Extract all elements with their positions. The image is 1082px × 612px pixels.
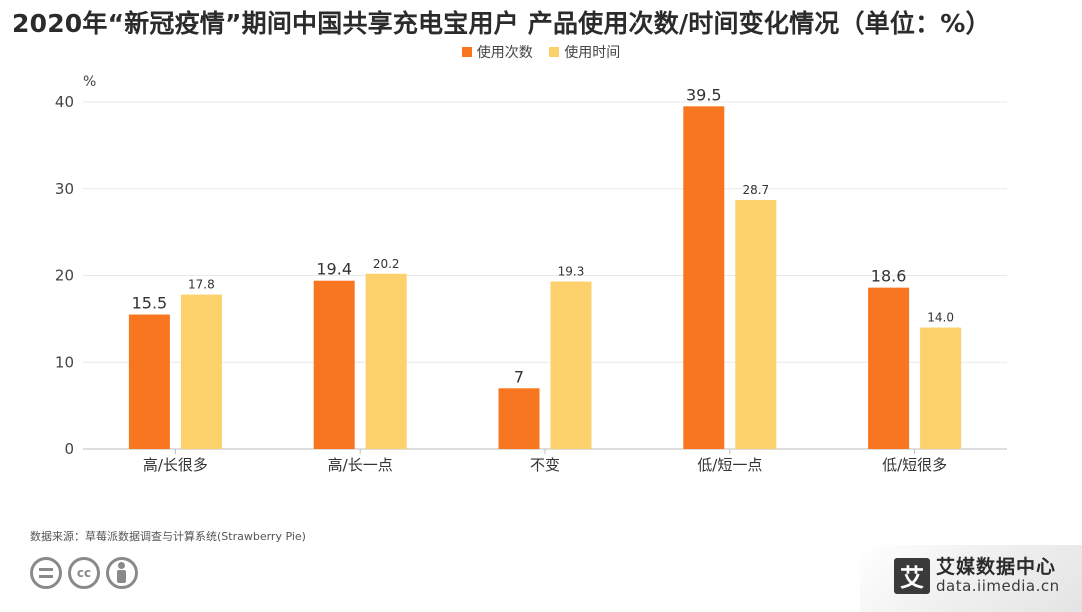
x-tick-label: 高/长很多 [143, 456, 208, 474]
x-tick-label: 高/长一点 [328, 456, 393, 474]
bar-time [365, 273, 407, 449]
data-label: 14.0 [927, 311, 954, 325]
bar-count [313, 280, 355, 449]
legend-swatch-time [549, 47, 560, 57]
cc-icon: cc [68, 557, 100, 589]
bar-time [920, 327, 962, 449]
data-label: 7 [514, 367, 524, 386]
y-tick-label: 40 [55, 93, 74, 111]
chart-legend: 使用次数 使用时间 [0, 42, 1082, 62]
chart-title: 2020年“新冠疫情”期间中国共享充电宝用户 产品使用次数/时间变化情况（单位：… [12, 9, 991, 38]
y-tick-label: 20 [55, 267, 74, 285]
data-label: 19.4 [316, 260, 352, 279]
data-label: 39.5 [686, 85, 722, 104]
legend-label-time: 使用时间 [564, 45, 621, 61]
bar-time [550, 281, 592, 449]
legend-label-count: 使用次数 [476, 45, 533, 61]
equals-icon [30, 557, 62, 589]
data-label: 28.7 [742, 183, 769, 197]
legend-item-count: 使用次数 [461, 42, 533, 62]
data-label: 19.3 [558, 265, 585, 279]
bar-count [683, 106, 725, 450]
legend-swatch-count [461, 47, 472, 57]
x-tick-label: 低/短很多 [882, 456, 947, 474]
bar-time [180, 294, 222, 449]
brand-url: data.iimedia.cn [936, 577, 1060, 595]
license-icons: cc [30, 557, 138, 589]
x-tick-label: 不变 [530, 456, 560, 474]
brand-logo-icon: 艾 [894, 557, 930, 594]
y-tick-label: 10 [55, 353, 74, 371]
brand-name: 艾媒数据中心 [936, 556, 1057, 578]
bar-count [498, 388, 540, 449]
person-icon [106, 557, 138, 589]
data-label: 17.8 [188, 278, 215, 292]
brand-logo-block: 艾 艾媒数据中心 data.iimedia.cn [894, 556, 1060, 595]
legend-item-time: 使用时间 [549, 42, 620, 62]
data-label: 18.6 [871, 267, 907, 286]
bar-count [868, 287, 910, 449]
y-unit-label: % [83, 74, 96, 90]
bar-time [735, 200, 777, 449]
data-label: 20.2 [373, 257, 400, 271]
x-tick-label: 低/短一点 [697, 456, 762, 474]
y-tick-label: 0 [64, 440, 74, 458]
bar-count [128, 314, 170, 449]
y-tick-label: 30 [55, 180, 74, 198]
data-source-note: 数据来源：草莓派数据调查与计算系统(Strawberry Pie) [30, 530, 306, 543]
data-label: 15.5 [132, 294, 168, 313]
